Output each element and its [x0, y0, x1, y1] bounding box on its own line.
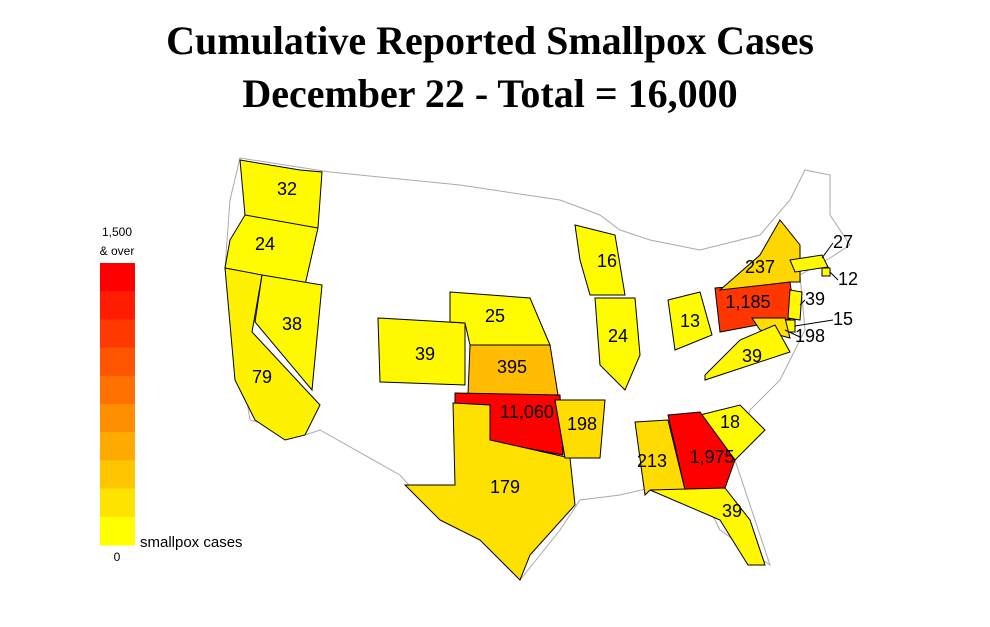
legend-swatch	[100, 375, 135, 405]
leader-line	[784, 329, 801, 338]
state-value: 25	[485, 306, 505, 326]
state	[574, 224, 626, 296]
legend-swatch	[100, 432, 135, 461]
legend-swatch	[100, 347, 135, 377]
state-value: 13	[680, 311, 700, 331]
leader-line	[799, 299, 806, 306]
state-value: 39	[415, 344, 435, 364]
state	[254, 274, 323, 392]
state	[787, 289, 803, 321]
state	[403, 402, 576, 581]
state-value: 1,185	[725, 292, 770, 312]
state	[789, 254, 829, 273]
legend-swatch	[100, 291, 135, 320]
state-value: 27	[833, 232, 853, 252]
state-value: 11,060	[500, 402, 554, 422]
legend-swatch	[100, 263, 135, 292]
state-value: 24	[255, 234, 275, 254]
legend-swatch	[100, 516, 135, 546]
state-value: 395	[497, 357, 527, 377]
legend-swatch	[100, 460, 135, 490]
title-line: Cumulative Reported Smallpox Cases	[166, 18, 814, 63]
legend-max: 1,500	[102, 225, 132, 239]
legend-swatch	[100, 319, 135, 349]
state-value: 39	[805, 289, 825, 309]
state-value: 24	[608, 326, 628, 346]
state	[554, 399, 606, 459]
leader-line	[794, 319, 834, 327]
legend-max-note: & over	[100, 244, 135, 258]
legend-min: 0	[114, 550, 121, 564]
state-value: 79	[252, 367, 272, 387]
legend-swatch	[100, 404, 135, 433]
state-value: 198	[567, 414, 597, 434]
state	[821, 267, 831, 277]
state-value: 39	[722, 501, 742, 521]
state-value: 18	[720, 412, 740, 432]
state-value: 198	[795, 326, 825, 346]
state-value: 15	[833, 309, 853, 329]
state-value: 179	[490, 477, 520, 497]
state-value: 237	[745, 257, 775, 277]
state	[594, 297, 641, 391]
leader-line	[821, 242, 834, 259]
state-value: 213	[637, 451, 667, 471]
state-value: 12	[838, 269, 858, 289]
state-value: 16	[597, 251, 617, 271]
state-value: 1,975	[689, 447, 734, 467]
state-value: 32	[277, 179, 297, 199]
state-value: 38	[282, 314, 302, 334]
legend-swatch	[100, 488, 135, 518]
state	[718, 219, 801, 291]
state	[377, 317, 466, 386]
state	[649, 487, 766, 566]
state	[667, 291, 713, 351]
state	[704, 324, 791, 381]
title-line: December 22 - Total = 16,000	[242, 71, 737, 116]
state-value: 39	[742, 346, 762, 366]
leader-line	[829, 271, 839, 281]
legend-caption: smallpox cases	[140, 534, 243, 551]
